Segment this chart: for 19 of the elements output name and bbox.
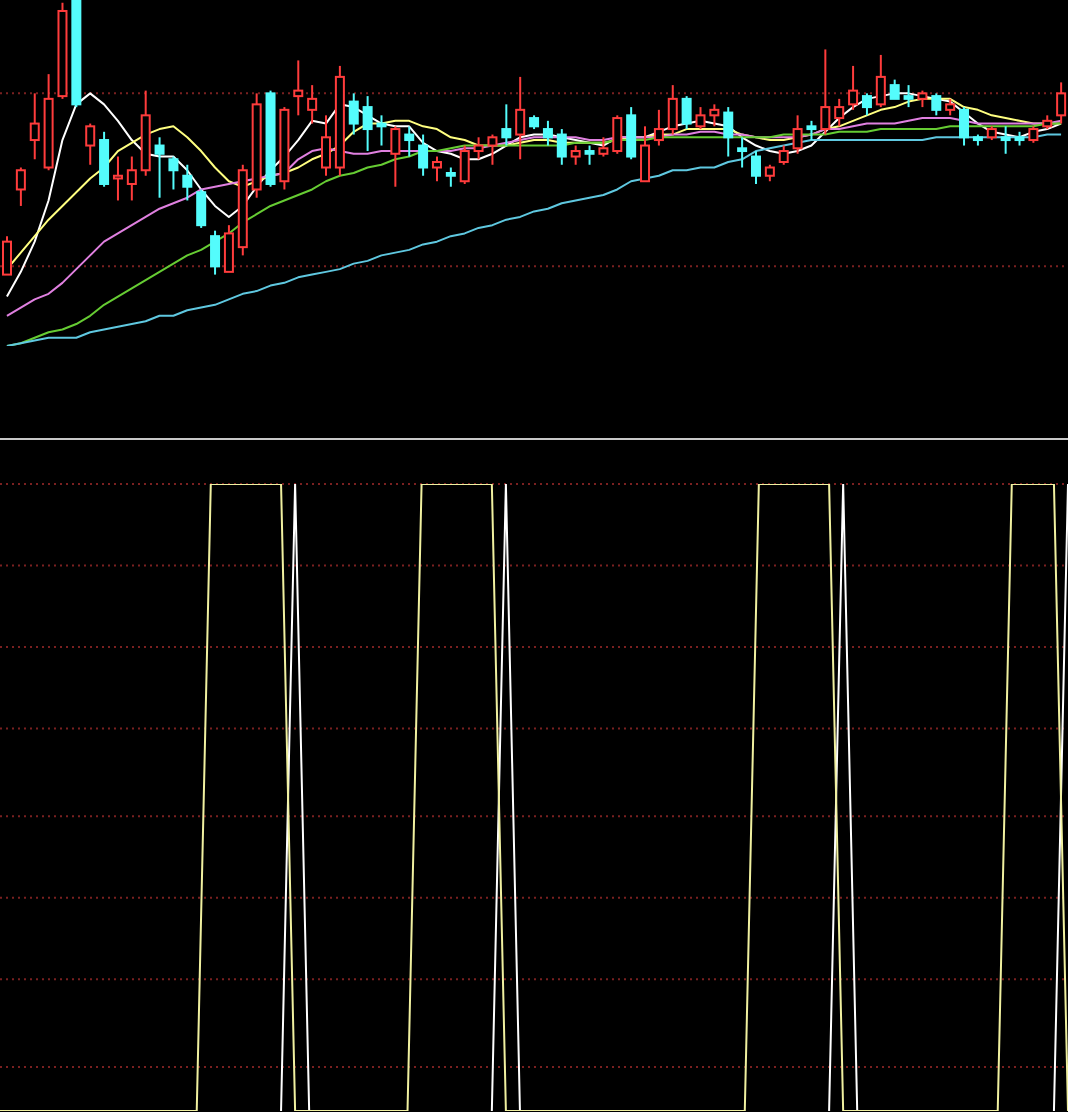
candlestick bbox=[307, 84, 318, 125]
candlestick bbox=[737, 136, 748, 169]
candlestick bbox=[515, 75, 526, 161]
candlestick bbox=[501, 103, 512, 147]
candlestick bbox=[29, 92, 40, 161]
candlestick bbox=[653, 108, 664, 147]
candlestick bbox=[723, 106, 734, 158]
candlestick bbox=[1000, 125, 1011, 155]
candlestick bbox=[251, 92, 262, 199]
candlestick bbox=[112, 155, 123, 202]
candlestick bbox=[848, 64, 859, 111]
candlestick bbox=[348, 92, 359, 136]
candlestick bbox=[792, 114, 803, 155]
candlestick bbox=[667, 84, 678, 136]
candlestick bbox=[140, 89, 151, 177]
candlestick bbox=[404, 125, 415, 158]
candlestick bbox=[293, 59, 304, 117]
candlestick bbox=[154, 136, 165, 199]
candlestick bbox=[820, 48, 831, 136]
